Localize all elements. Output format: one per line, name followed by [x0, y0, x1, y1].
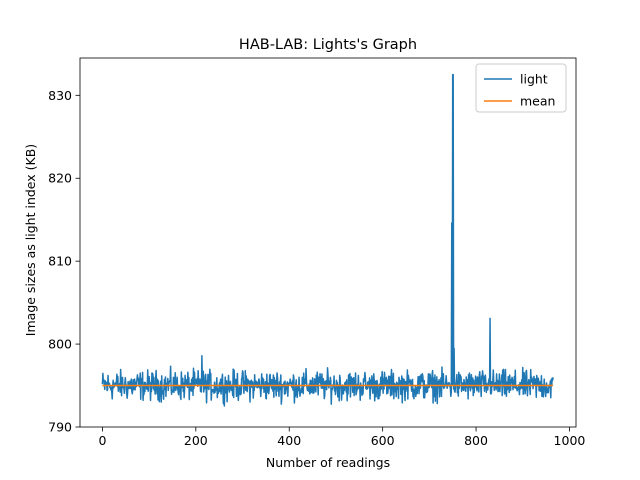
- x-tick-label: 800: [464, 433, 488, 448]
- x-tick-label: 200: [184, 433, 208, 448]
- x-axis-label: Number of readings: [266, 455, 390, 470]
- x-tick-label: 400: [277, 433, 301, 448]
- legend-label-mean: mean: [520, 94, 555, 109]
- plot-frame: [79, 57, 577, 428]
- legend-box: [475, 63, 567, 113]
- x-tick-label: 1000: [554, 433, 586, 448]
- legend-label-light: light: [520, 72, 548, 87]
- plot-area: 0 200 400 600 800 1000 790 800 810 820 830: [48, 57, 586, 448]
- x-tick-label: 0: [98, 433, 106, 448]
- legend: light mean: [475, 63, 567, 113]
- y-tick-label: 810: [48, 254, 72, 269]
- y-tick-label: 790: [48, 420, 72, 435]
- y-tick-label: 820: [48, 171, 72, 186]
- y-axis-label: Image sizes as light index (KB): [23, 144, 38, 336]
- chart-title: HAB-LAB: Lights's Graph: [239, 37, 417, 53]
- x-tick-label: 600: [371, 433, 395, 448]
- y-tick-label: 830: [48, 88, 72, 103]
- y-tick-label: 800: [48, 337, 72, 352]
